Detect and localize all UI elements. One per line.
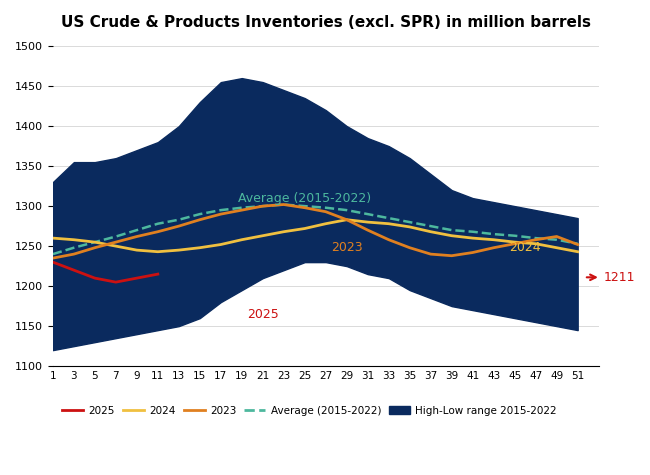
Text: 2024: 2024 [510, 241, 541, 254]
Text: 2025: 2025 [247, 308, 279, 321]
Title: US Crude & Products Inventories (excl. SPR) in million barrels: US Crude & Products Inventories (excl. S… [60, 15, 591, 30]
Text: 1211: 1211 [604, 271, 636, 284]
Legend: 2025, 2024, 2023, Average (2015-2022), High-Low range 2015-2022: 2025, 2024, 2023, Average (2015-2022), H… [58, 402, 561, 420]
Text: Average (2015-2022): Average (2015-2022) [238, 191, 371, 205]
Text: High-Low range 2015-2022: High-Low range 2015-2022 [177, 64, 348, 76]
Text: 2023: 2023 [331, 241, 363, 254]
